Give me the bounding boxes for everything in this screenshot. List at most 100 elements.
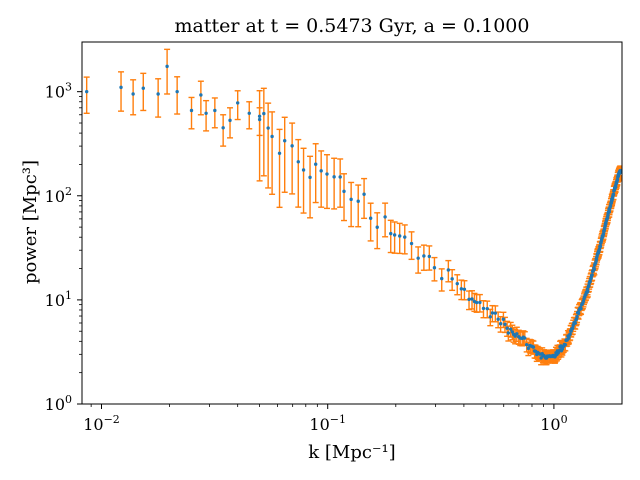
data-point [247, 111, 251, 115]
data-point [204, 111, 208, 115]
data-point [356, 199, 360, 203]
data-point [485, 306, 489, 311]
data-point [490, 311, 495, 315]
data-point [221, 126, 225, 130]
data-point [579, 306, 583, 311]
data-point [262, 111, 266, 116]
data-point [119, 85, 123, 90]
y-axis-label: power [Mpc³] [20, 160, 41, 284]
data-point [332, 175, 336, 179]
data-point [416, 256, 420, 260]
data-point [611, 192, 616, 197]
data-point [422, 254, 426, 258]
axes [77, 41, 623, 409]
data-point [592, 267, 597, 271]
data-point [568, 332, 572, 336]
data-point [462, 287, 467, 291]
data-point [319, 169, 323, 173]
data-point [349, 197, 353, 202]
data-point [175, 89, 179, 94]
data-point [228, 118, 232, 123]
data-point [503, 322, 507, 326]
data-point [84, 89, 89, 94]
data-point [308, 175, 312, 180]
y-tick-label: 103 [45, 81, 72, 102]
data-point [488, 315, 492, 319]
data-point [296, 160, 300, 164]
data-point [594, 257, 599, 262]
data-point [615, 177, 620, 182]
data-point [362, 192, 366, 196]
data-point [510, 330, 515, 334]
data-point [290, 144, 294, 148]
data-point [283, 139, 287, 143]
error-bars [83, 48, 622, 366]
data-point [618, 170, 622, 175]
chart-title: matter at t = 0.5473 Gyr, a = 0.1000 [175, 15, 530, 37]
data-point [508, 327, 513, 331]
data-point [526, 346, 531, 351]
plot-area [83, 48, 622, 366]
data-point [383, 215, 387, 219]
x-axis-label: k [Mpc⁻¹] [308, 442, 395, 463]
x-tick-label: 10−1 [309, 413, 346, 434]
data-point [389, 231, 393, 236]
data-point [392, 233, 397, 237]
data-point [266, 126, 270, 130]
data-point [165, 64, 169, 69]
data-point [613, 185, 618, 189]
data-point [576, 311, 581, 316]
data-point [368, 216, 373, 220]
data-point [213, 108, 217, 113]
data-points [84, 64, 622, 360]
data-point [199, 93, 203, 97]
data-point [493, 311, 498, 315]
data-point [403, 235, 407, 239]
data-point [301, 168, 306, 172]
y-tick-label: 102 [45, 185, 72, 206]
data-point [563, 343, 568, 347]
data-point [523, 336, 527, 340]
x-tick-label: 10−2 [83, 413, 120, 434]
data-point [455, 281, 459, 286]
data-point [598, 244, 603, 248]
data-point [446, 268, 451, 272]
data-point [590, 273, 594, 277]
data-point [467, 297, 471, 302]
data-point [450, 277, 454, 281]
data-point [586, 289, 590, 293]
tick-labels: 10−2 10−1 100 100 101 102 103 [45, 81, 568, 434]
data-point [571, 326, 575, 330]
data-point [189, 108, 194, 113]
data-point [505, 326, 509, 330]
data-point [440, 276, 444, 281]
x-tick-label: 100 [540, 413, 567, 434]
data-point [506, 331, 511, 335]
data-point [277, 151, 282, 155]
data-point [375, 225, 379, 229]
data-point [338, 175, 342, 179]
data-point [481, 306, 486, 311]
y-tick-label: 101 [45, 289, 72, 310]
data-point [573, 321, 577, 325]
data-point [531, 345, 536, 349]
data-point [427, 254, 432, 259]
data-point [459, 287, 464, 291]
data-point [432, 266, 437, 270]
data-point [524, 342, 529, 347]
data-point [342, 189, 346, 194]
data-point [601, 232, 606, 236]
data-point [498, 322, 503, 326]
data-point [131, 92, 135, 96]
data-point [257, 114, 262, 118]
y-tick-label: 100 [45, 393, 72, 414]
data-point [409, 241, 414, 246]
data-point [470, 297, 474, 301]
data-point [575, 314, 579, 319]
data-point [397, 234, 402, 238]
data-point [257, 117, 262, 122]
data-point [478, 300, 482, 305]
data-point [474, 300, 479, 305]
data-point [501, 317, 506, 321]
